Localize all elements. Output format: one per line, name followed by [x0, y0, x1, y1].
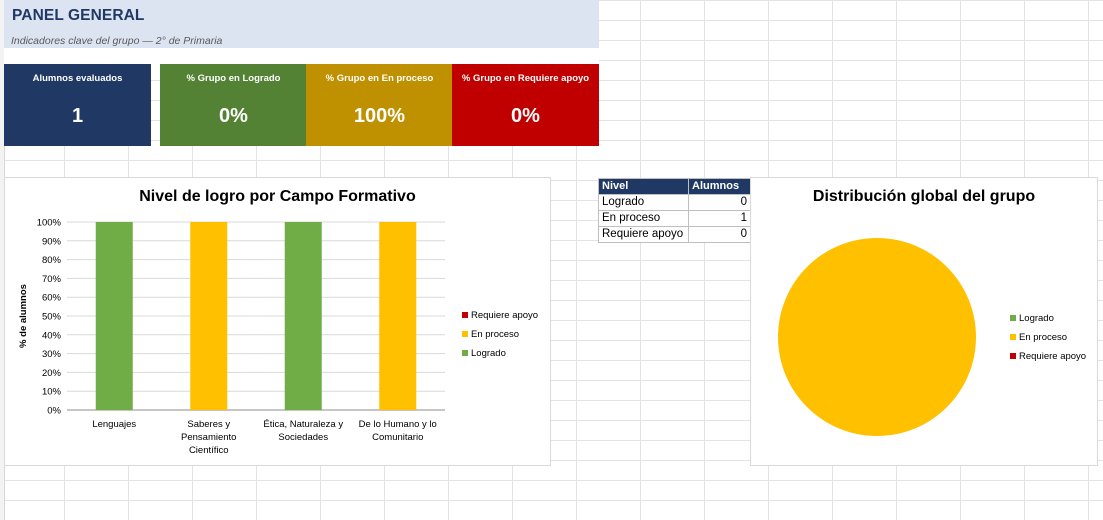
x-category-label: Científico	[189, 445, 229, 456]
x-category-label: Pensamiento	[181, 432, 236, 443]
header-band: PANEL GENERAL Indicadores clave del grup…	[4, 0, 599, 48]
panel-subtitle: Indicadores clave del grupo — 2° de Prim…	[11, 35, 223, 47]
kpi-label: % Grupo en Requiere apoyo	[461, 73, 590, 84]
table-cell-alumnos[interactable]: 0	[688, 226, 751, 243]
kpi-label: % Grupo en En proceso	[325, 73, 434, 84]
legend-swatch	[462, 331, 468, 337]
y-tick-label: 10%	[42, 387, 62, 398]
x-category-label: Comunitario	[372, 432, 423, 443]
bar-chart-plot: 0% 10% 20% 30% 40% 50% 60% 70% 80% 90% 100% % de al…	[18, 218, 538, 457]
table-row[interactable]: Requiere apoyo 0	[598, 226, 751, 243]
x-category-label: De lo Humano y lo	[359, 419, 437, 430]
bar-en-proceso	[190, 222, 228, 410]
y-tick-label: 0%	[47, 406, 61, 417]
legend-label: Logrado	[1019, 313, 1054, 324]
legend-swatch	[462, 350, 468, 356]
y-tick-label: 50%	[42, 312, 62, 323]
legend-swatch	[1010, 315, 1016, 321]
bar-logrado	[95, 222, 133, 410]
table-header-row: Nivel Alumnos	[598, 178, 751, 195]
kpi-label: % Grupo en Logrado	[186, 73, 281, 84]
panel-title: PANEL GENERAL	[12, 7, 145, 24]
kpi-value: 100%	[353, 105, 406, 127]
kpi-value: 0%	[511, 105, 540, 127]
x-category-label: Sociedades	[278, 432, 328, 443]
y-tick-label: 20%	[42, 368, 62, 379]
y-tick-label: 80%	[42, 255, 62, 266]
legend-label: Logrado	[471, 348, 506, 359]
kpi-label: Alumnos evaluados	[32, 73, 123, 84]
table-row[interactable]: En proceso 1	[598, 210, 751, 227]
kpi-value: 0%	[219, 105, 248, 127]
legend-label: En proceso	[1019, 332, 1067, 343]
legend-label: En proceso	[471, 329, 519, 340]
table-cell-nivel[interactable]: En proceso	[598, 210, 689, 227]
kpi-card-logrado[interactable]: % Grupo en Logrado 0%	[160, 64, 307, 146]
table-header-nivel: Nivel	[598, 178, 689, 195]
legend-label: Requiere apoyo	[471, 310, 538, 321]
x-category-label: Lenguajes	[92, 419, 136, 430]
pie-chart-distribucion[interactable]: Distribución global del grupo Logrado En …	[750, 177, 1098, 466]
pie-chart-plot: Logrado En proceso Requiere apoyo	[778, 238, 1086, 436]
bar-en-proceso	[379, 222, 417, 410]
legend-label: Requiere apoyo	[1019, 351, 1086, 362]
kpi-card-requiere-apoyo[interactable]: % Grupo en Requiere apoyo 0%	[452, 64, 599, 146]
table-cell-nivel[interactable]: Requiere apoyo	[598, 226, 689, 243]
y-tick-label: 60%	[42, 293, 62, 304]
legend-swatch	[1010, 353, 1016, 359]
table-cell-alumnos[interactable]: 0	[688, 194, 751, 211]
y-axis-title: % de alumnos	[18, 284, 29, 348]
table-row[interactable]: Logrado 0	[598, 194, 751, 211]
y-tick-label: 30%	[42, 349, 62, 360]
spacer-row	[4, 48, 599, 64]
legend-swatch	[1010, 334, 1016, 340]
x-category-label: Ética, Naturaleza y	[263, 419, 343, 430]
pie-slice-en-proceso	[778, 238, 976, 436]
pie-chart-title: Distribución global del grupo	[812, 188, 1036, 205]
table-cell-alumnos[interactable]: 1	[688, 210, 751, 227]
kpi-card-alumnos-evaluados[interactable]: Alumnos evaluados 1	[4, 64, 151, 146]
table-cell-nivel[interactable]: Logrado	[598, 194, 689, 211]
y-tick-label: 90%	[42, 236, 62, 247]
bar-chart-title: Nivel de logro por Campo Formativo	[139, 188, 416, 205]
legend-swatch	[462, 312, 468, 318]
x-category-label: Saberes y	[187, 419, 230, 430]
summary-table: Nivel Alumnos Logrado 0 En proceso 1 Req…	[598, 178, 751, 243]
y-tick-label: 40%	[42, 330, 62, 341]
y-tick-label: 70%	[42, 274, 62, 285]
bar-logrado	[284, 222, 322, 410]
table-header-alumnos: Alumnos	[688, 178, 751, 195]
kpi-value: 1	[71, 105, 84, 127]
bar-chart-nivel-logro[interactable]: Nivel de logro por Campo Formativo 0% 10%…	[4, 177, 551, 466]
y-tick-label: 100%	[37, 218, 62, 229]
kpi-card-en-proceso[interactable]: % Grupo en En proceso 100%	[306, 64, 453, 146]
